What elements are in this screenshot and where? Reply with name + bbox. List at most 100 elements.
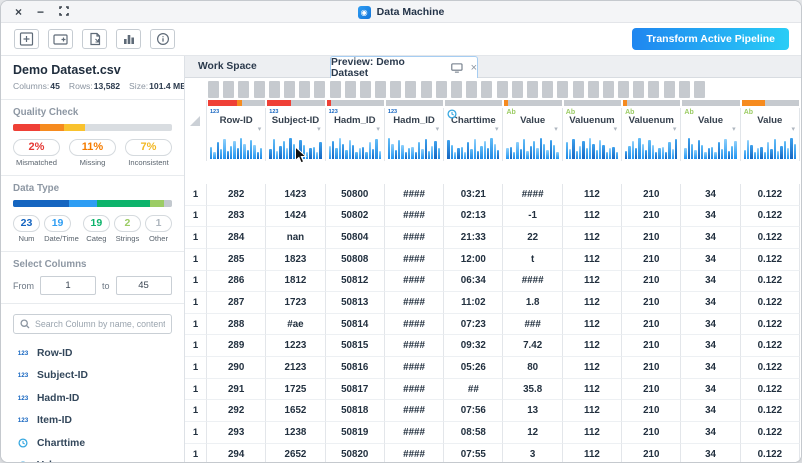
- table-cell[interactable]: 34: [681, 205, 741, 228]
- table-cell[interactable]: ####: [384, 248, 445, 271]
- histogram-button[interactable]: [116, 29, 141, 49]
- table-cell[interactable]: 0.122: [740, 422, 800, 444]
- from-input[interactable]: [40, 276, 96, 295]
- table-cell[interactable]: 292: [207, 400, 267, 423]
- sidebar-column-item[interactable]: 123 Item-ID: [15, 410, 184, 433]
- sort-chevron-icon[interactable]: ▾: [672, 126, 677, 133]
- table-cell[interactable]: 11:02: [444, 292, 504, 314]
- table-cell[interactable]: 2123: [266, 357, 326, 379]
- table-cell[interactable]: ####: [384, 422, 445, 444]
- sort-chevron-icon[interactable]: ▾: [317, 126, 321, 133]
- tab-preview-demo-dataset[interactable]: Preview: Demo Dataset ×: [330, 56, 478, 79]
- table-cell[interactable]: 13: [503, 400, 563, 423]
- table-cell[interactable]: 50819: [325, 422, 385, 444]
- table-cell[interactable]: ##: [444, 378, 504, 401]
- table-cell[interactable]: 50818: [325, 400, 385, 423]
- table-cell[interactable]: 210: [622, 378, 682, 401]
- table-cell[interactable]: 34: [681, 357, 741, 379]
- table-cell[interactable]: 34: [681, 313, 741, 336]
- table-cell[interactable]: 50808: [325, 248, 385, 271]
- table-cell[interactable]: 2652: [266, 443, 326, 462]
- table-cell[interactable]: 112: [562, 400, 623, 423]
- table-cell[interactable]: 210: [622, 205, 682, 228]
- info-button[interactable]: [150, 29, 175, 49]
- column-header[interactable]: Charttime ▾: [444, 108, 504, 135]
- table-cell[interactable]: 06:34: [444, 270, 504, 293]
- sidebar-column-item[interactable]: 123 Subject-ID: [15, 365, 184, 388]
- table-cell[interactable]: 21:33: [444, 227, 504, 249]
- table-cell[interactable]: 112: [562, 248, 623, 271]
- column-header[interactable]: Ab Value ▾: [681, 108, 741, 135]
- table-cell[interactable]: 34: [681, 422, 741, 444]
- table-cell[interactable]: ####: [503, 270, 563, 293]
- table-cell[interactable]: 34: [681, 227, 741, 249]
- table-cell[interactable]: 50815: [325, 335, 385, 358]
- column-header[interactable]: Ab Valuenum ▾: [563, 108, 623, 135]
- table-cell[interactable]: 50820: [325, 443, 385, 462]
- table-cell[interactable]: 112: [562, 443, 623, 462]
- table-cell[interactable]: 210: [622, 443, 682, 462]
- table-cell[interactable]: ####: [384, 270, 445, 293]
- table-cell[interactable]: 112: [562, 335, 623, 358]
- sort-chevron-icon[interactable]: ▾: [257, 126, 262, 133]
- table-cell[interactable]: 0.122: [740, 205, 800, 228]
- column-header[interactable]: 123 Hadm_ID ▾: [385, 108, 445, 135]
- table-cell[interactable]: 1723: [266, 292, 326, 314]
- table-cell[interactable]: 294: [207, 443, 267, 462]
- add-frame-button[interactable]: [48, 29, 73, 49]
- table-cell[interactable]: 12: [503, 422, 563, 444]
- sidebar-column-item[interactable]: 123 Row-ID: [15, 342, 184, 365]
- table-cell[interactable]: 0.122: [740, 400, 800, 423]
- maximize-window-icon[interactable]: [59, 1, 69, 23]
- table-cell[interactable]: 34: [681, 270, 741, 293]
- table-cell[interactable]: ####: [384, 227, 445, 249]
- tab-close-icon[interactable]: ×: [470, 61, 477, 74]
- table-cell[interactable]: 1812: [266, 270, 326, 293]
- table-cell[interactable]: 03:21: [444, 184, 504, 206]
- table-cell[interactable]: 0.122: [740, 378, 800, 401]
- table-cell[interactable]: 34: [681, 184, 741, 206]
- table-cell[interactable]: 283: [207, 205, 267, 228]
- table-cell[interactable]: ####: [384, 292, 445, 314]
- table-cell[interactable]: 112: [562, 313, 623, 336]
- table-cell[interactable]: 210: [622, 227, 682, 249]
- file-export-button[interactable]: [82, 29, 107, 49]
- transform-active-pipeline-button[interactable]: Transform Active Pipeline: [632, 28, 789, 50]
- tab-work-space[interactable]: Work Space: [198, 61, 257, 72]
- sort-chevron-icon[interactable]: ▾: [791, 126, 795, 133]
- table-cell[interactable]: ####: [384, 443, 445, 462]
- table-cell[interactable]: 1823: [266, 248, 326, 271]
- table-cell[interactable]: 0.122: [740, 292, 800, 314]
- table-cell[interactable]: 286: [207, 270, 267, 293]
- table-cell[interactable]: 282: [207, 184, 267, 206]
- table-cell[interactable]: 50816: [325, 357, 385, 379]
- table-cell[interactable]: 0.122: [740, 184, 800, 206]
- table-cell[interactable]: 22: [503, 227, 563, 249]
- table-cell[interactable]: t: [503, 248, 563, 271]
- table-cell[interactable]: 34: [681, 443, 741, 462]
- table-cell[interactable]: 50817: [325, 378, 385, 401]
- table-cell[interactable]: ####: [384, 400, 445, 423]
- table-cell[interactable]: 07:56: [444, 400, 504, 423]
- table-cell[interactable]: 288: [207, 313, 267, 336]
- sort-chevron-icon[interactable]: ▾: [613, 126, 618, 133]
- column-header[interactable]: Ab Valuenum ▾: [622, 108, 682, 135]
- table-cell[interactable]: 210: [622, 248, 682, 271]
- table-cell[interactable]: 02:13: [444, 205, 504, 228]
- table-cell[interactable]: 09:32: [444, 335, 504, 358]
- table-cell[interactable]: 50813: [325, 292, 385, 314]
- table-cell[interactable]: 1223: [266, 335, 326, 358]
- sort-chevron-icon[interactable]: ▾: [732, 126, 736, 133]
- table-cell[interactable]: 1424: [266, 205, 326, 228]
- table-cell[interactable]: 7.42: [503, 335, 563, 358]
- table-cell[interactable]: #ae: [266, 313, 326, 336]
- table-cell[interactable]: 50812: [325, 270, 385, 293]
- minimize-window-icon[interactable]: −: [37, 5, 45, 19]
- table-cell[interactable]: ####: [503, 184, 563, 206]
- table-cell[interactable]: 05:26: [444, 357, 504, 379]
- table-cell[interactable]: 34: [681, 248, 741, 271]
- table-cell[interactable]: 210: [622, 292, 682, 314]
- sort-chevron-icon[interactable]: ▾: [435, 126, 440, 133]
- table-cell[interactable]: 112: [562, 227, 623, 249]
- column-search-input[interactable]: [35, 319, 165, 329]
